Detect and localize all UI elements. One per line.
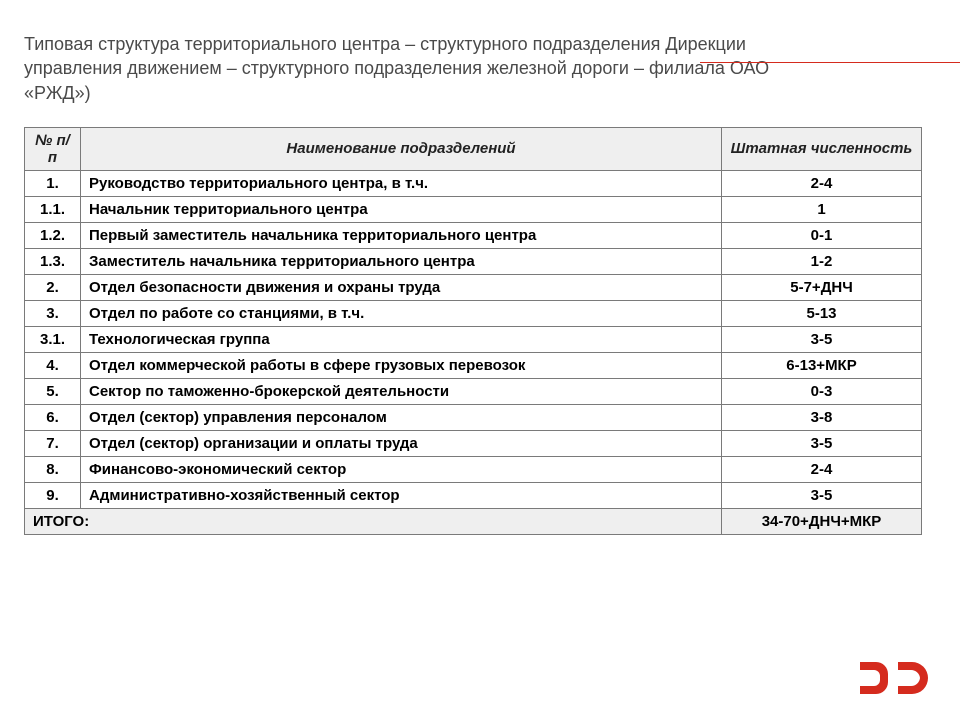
cell-num: 1.	[25, 170, 81, 196]
table-row: 4.Отдел коммерческой работы в сфере груз…	[25, 352, 922, 378]
cell-count: 3-5	[722, 482, 922, 508]
table-row-totals: ИТОГО:34-70+ДНЧ+МКР	[25, 508, 922, 534]
cell-name: Начальник территориального центра	[81, 196, 722, 222]
cell-count: 1	[722, 196, 922, 222]
table-row: 1.2.Первый заместитель начальника террит…	[25, 222, 922, 248]
table-row: 6.Отдел (сектор) управления персоналом3-…	[25, 404, 922, 430]
col-header-num: № п/п	[25, 127, 81, 170]
cell-count: 6-13+МКР	[722, 352, 922, 378]
cell-name: Административно-хозяйственный сектор	[81, 482, 722, 508]
cell-name: Руководство территориального центра, в т…	[81, 170, 722, 196]
cell-count: 0-3	[722, 378, 922, 404]
table-row: 1.3.Заместитель начальника территориальн…	[25, 248, 922, 274]
cell-num: 9.	[25, 482, 81, 508]
cell-num: 1.3.	[25, 248, 81, 274]
table-row: 2.Отдел безопасности движения и охраны т…	[25, 274, 922, 300]
table-row: 9.Административно-хозяйственный сектор3-…	[25, 482, 922, 508]
cell-count: 5-13	[722, 300, 922, 326]
table-row: 3.1.Технологическая группа3-5	[25, 326, 922, 352]
table-row: 1.Руководство территориального центра, в…	[25, 170, 922, 196]
table-row: 3.Отдел по работе со станциями, в т.ч.5-…	[25, 300, 922, 326]
col-header-name: Наименование подразделений	[81, 127, 722, 170]
cell-num: 4.	[25, 352, 81, 378]
cell-name: Сектор по таможенно-брокерской деятельно…	[81, 378, 722, 404]
cell-name: Заместитель начальника территориального …	[81, 248, 722, 274]
cell-num: 6.	[25, 404, 81, 430]
cell-num: 5.	[25, 378, 81, 404]
cell-num: 2.	[25, 274, 81, 300]
cell-name: Отдел по работе со станциями, в т.ч.	[81, 300, 722, 326]
slide: Типовая структура территориального центр…	[0, 0, 960, 535]
totals-value: 34-70+ДНЧ+МКР	[722, 508, 922, 534]
cell-count: 1-2	[722, 248, 922, 274]
cell-num: 3.	[25, 300, 81, 326]
cell-count: 3-8	[722, 404, 922, 430]
cell-count: 3-5	[722, 430, 922, 456]
cell-count: 2-4	[722, 170, 922, 196]
structure-table: № п/п Наименование подразделений Штатная…	[24, 127, 922, 535]
cell-num: 7.	[25, 430, 81, 456]
cell-name: Отдел (сектор) управления персоналом	[81, 404, 722, 430]
cell-num: 1.1.	[25, 196, 81, 222]
cell-name: Финансово-экономический сектор	[81, 456, 722, 482]
table-row: 5.Сектор по таможенно-брокерской деятель…	[25, 378, 922, 404]
col-header-count: Штатная численность	[722, 127, 922, 170]
cell-count: 0-1	[722, 222, 922, 248]
cell-count: 5-7+ДНЧ	[722, 274, 922, 300]
cell-num: 1.2.	[25, 222, 81, 248]
table-header: № п/п Наименование подразделений Штатная…	[25, 127, 922, 170]
cell-name: Отдел безопасности движения и охраны тру…	[81, 274, 722, 300]
table-row: 1.1.Начальник территориального центра1	[25, 196, 922, 222]
header-accent-line	[700, 62, 960, 63]
cell-count: 3-5	[722, 326, 922, 352]
table-row: 8.Финансово-экономический сектор2-4	[25, 456, 922, 482]
cell-num: 8.	[25, 456, 81, 482]
cell-name: Отдел (сектор) организации и оплаты труд…	[81, 430, 722, 456]
logo	[854, 658, 932, 698]
table-row: 7.Отдел (сектор) организации и оплаты тр…	[25, 430, 922, 456]
cell-name: Первый заместитель начальника территориа…	[81, 222, 722, 248]
logo-icon	[854, 658, 932, 698]
totals-label: ИТОГО:	[25, 508, 722, 534]
cell-count: 2-4	[722, 456, 922, 482]
cell-name: Технологическая группа	[81, 326, 722, 352]
page-title: Типовая структура территориального центр…	[24, 32, 804, 105]
table-body: 1.Руководство территориального центра, в…	[25, 170, 922, 534]
cell-name: Отдел коммерческой работы в сфере грузов…	[81, 352, 722, 378]
cell-num: 3.1.	[25, 326, 81, 352]
